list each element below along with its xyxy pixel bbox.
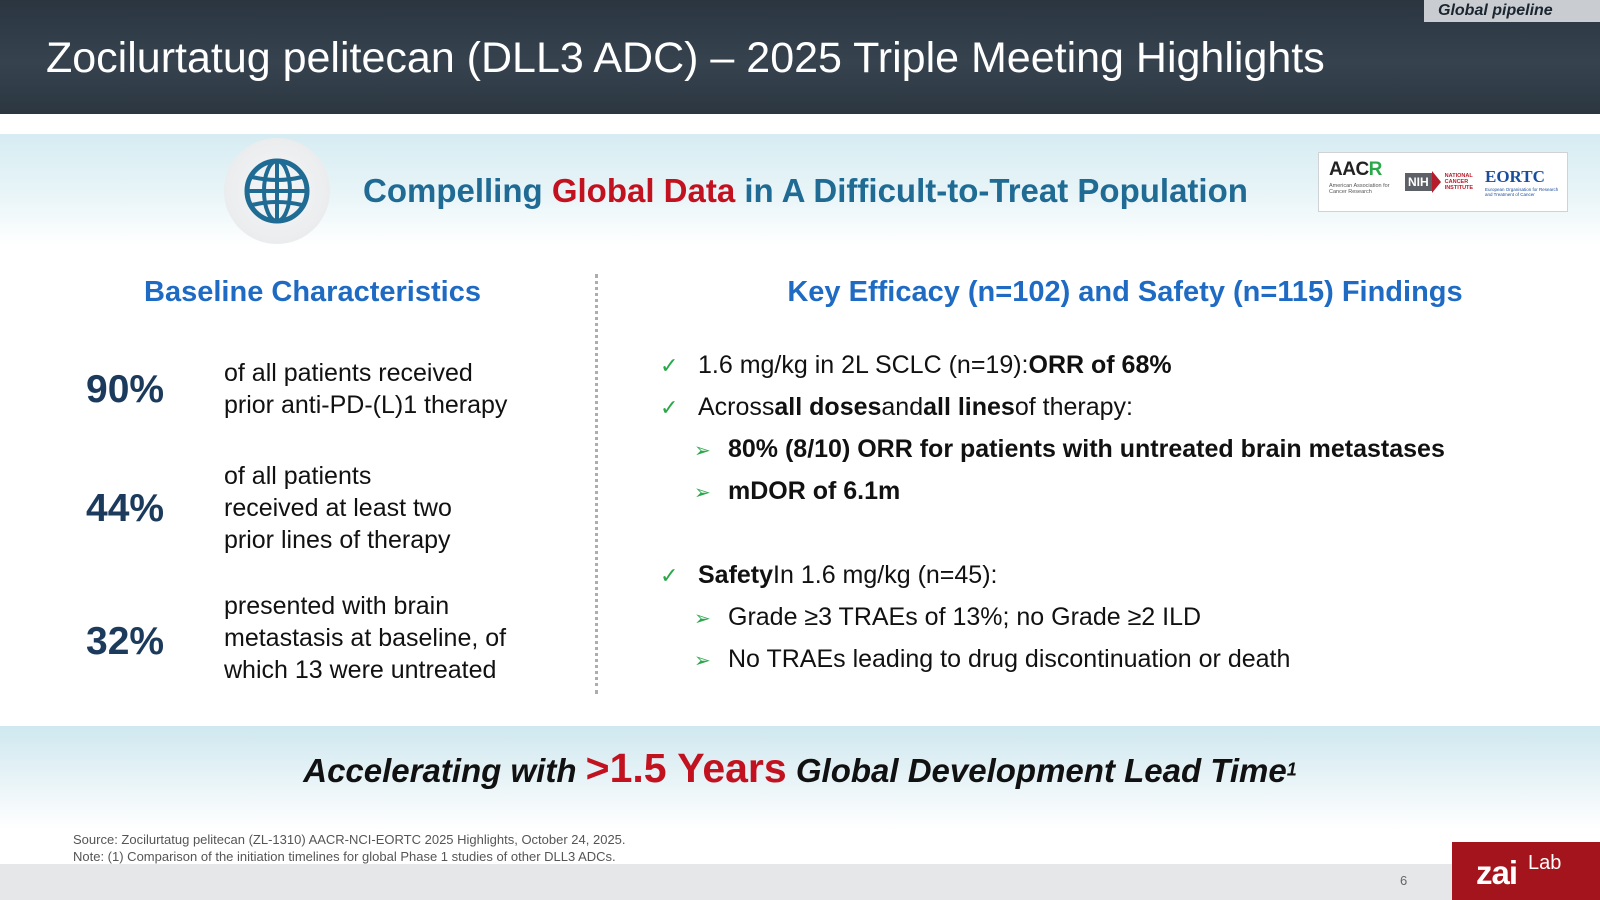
source-note: Source: Zocilurtatug pelitecan (ZL-1310)… [73, 832, 626, 864]
efficacy-sub-bullet: ➢ 80% (8/10) ORR for patients with untre… [694, 435, 1445, 463]
check-icon: ✓ [660, 353, 679, 378]
stat-value: 32% [86, 620, 165, 663]
check-icon: ✓ [660, 395, 679, 420]
eortc-logo: EORTC European Organisation for Research… [1485, 167, 1559, 197]
nih-arrow-icon [1431, 171, 1441, 193]
efficacy-bullet: ✓ 1.6 mg/kg in 2L SCLC (n=19): ORR of 68… [660, 351, 1172, 379]
slide-footer [0, 864, 1600, 900]
safety-sub-bullet: ➢ No TRAEs leading to drug discontinuati… [694, 645, 1291, 673]
tagline-highlight: >1.5 Years [585, 745, 787, 791]
arrow-bullet-icon: ➢ [694, 482, 711, 504]
safety-bullet: ✓ Safety In 1.6 mg/kg (n=45): [660, 561, 998, 589]
stat-value: 44% [86, 487, 165, 530]
column-divider [595, 274, 598, 694]
check-icon: ✓ [660, 563, 679, 588]
subtitle-highlight: Global Data [551, 172, 736, 209]
arrow-bullet-icon: ➢ [694, 608, 711, 630]
efficacy-sub-bullet: ➢ mDOR of 6.1m [694, 477, 901, 505]
stat-value: 90% [86, 368, 165, 411]
nih-nci-logo: NIH NATIONAL CANCER INSTITUTE [1405, 171, 1481, 193]
page-number: 6 [1400, 873, 1408, 888]
efficacy-bullet: ✓ Across all doses and all lines of ther… [660, 393, 1133, 421]
stat-description: of all patients received at least two pr… [224, 462, 452, 554]
section-tag: Global pipeline [1424, 0, 1600, 22]
partner-logos: AACR American Association for Cancer Res… [1318, 152, 1568, 212]
subtitle: Compelling Global Data in A Difficult-to… [363, 172, 1248, 209]
stat-description: presented with brain metastasis at basel… [224, 592, 507, 684]
safety-sub-bullet: ➢ Grade ≥3 TRAEs of 13%; no Grade ≥2 ILD [694, 603, 1202, 631]
aacr-logo: AACR American Association for Cancer Res… [1329, 159, 1390, 195]
footnote-marker: 1 [1286, 759, 1297, 780]
baseline-heading: Baseline Characteristics [144, 276, 481, 308]
arrow-bullet-icon: ➢ [694, 440, 711, 462]
tagline-band [0, 726, 1600, 830]
globe-icon [224, 138, 330, 244]
stat-description: of all patients received prior anti-PD-(… [224, 359, 508, 419]
zai-lab-logo: zai Lab [1452, 842, 1600, 900]
arrow-bullet-icon: ➢ [694, 650, 711, 672]
slide-title: Zocilurtatug pelitecan (DLL3 ADC) – 2025… [46, 34, 1325, 82]
tagline: Accelerating with >1.5 Years Global Deve… [303, 745, 1297, 791]
efficacy-heading: Key Efficacy (n=102) and Safety (n=115) … [787, 276, 1463, 308]
slide-header: Global pipeline Zocilurtatug pelitecan (… [0, 0, 1600, 114]
